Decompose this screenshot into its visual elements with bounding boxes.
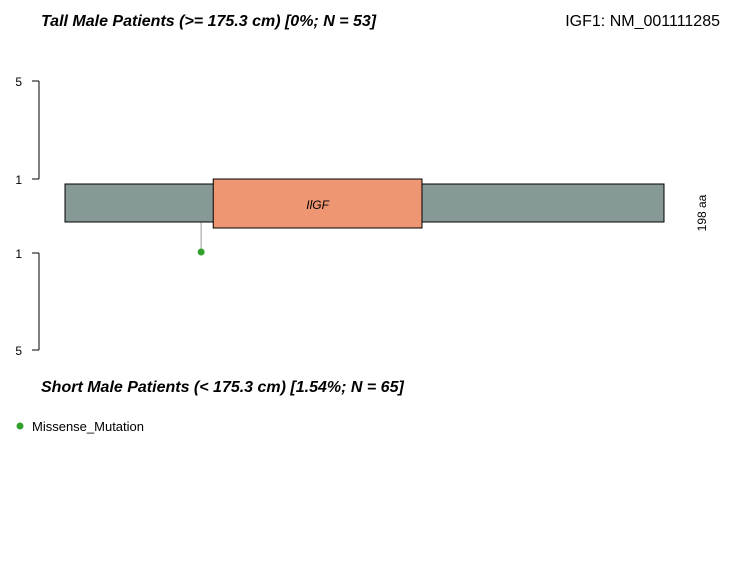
gene-label: IGF1: NM_001111285 (565, 13, 720, 30)
domain-box (212, 178, 423, 229)
domains: IlGF (212, 178, 423, 229)
bottom-axis: 1 5 (15, 247, 40, 358)
legend-marker (16, 422, 24, 430)
legend: Missense_Mutation (16, 419, 144, 434)
legend-label: Missense_Mutation (32, 419, 144, 434)
top-axis: 5 1 (15, 75, 40, 187)
bottom-axis-tick-label: 1 (15, 247, 22, 261)
bottom-title: Short Male Patients (< 175.3 cm) [1.54%;… (41, 379, 404, 396)
top-axis-tick-label: 1 (15, 173, 22, 187)
protein-length-label: 198 aa (695, 194, 709, 231)
domain-label: IlGF (306, 198, 329, 212)
top-axis-tick-label: 5 (15, 75, 22, 89)
top-title: Tall Male Patients (>= 175.3 cm) [0%; N … (41, 13, 377, 30)
bottom-axis-tick-label: 5 (15, 344, 22, 358)
bottom-mutations (197, 222, 205, 256)
mutation-point[interactable] (197, 248, 205, 256)
